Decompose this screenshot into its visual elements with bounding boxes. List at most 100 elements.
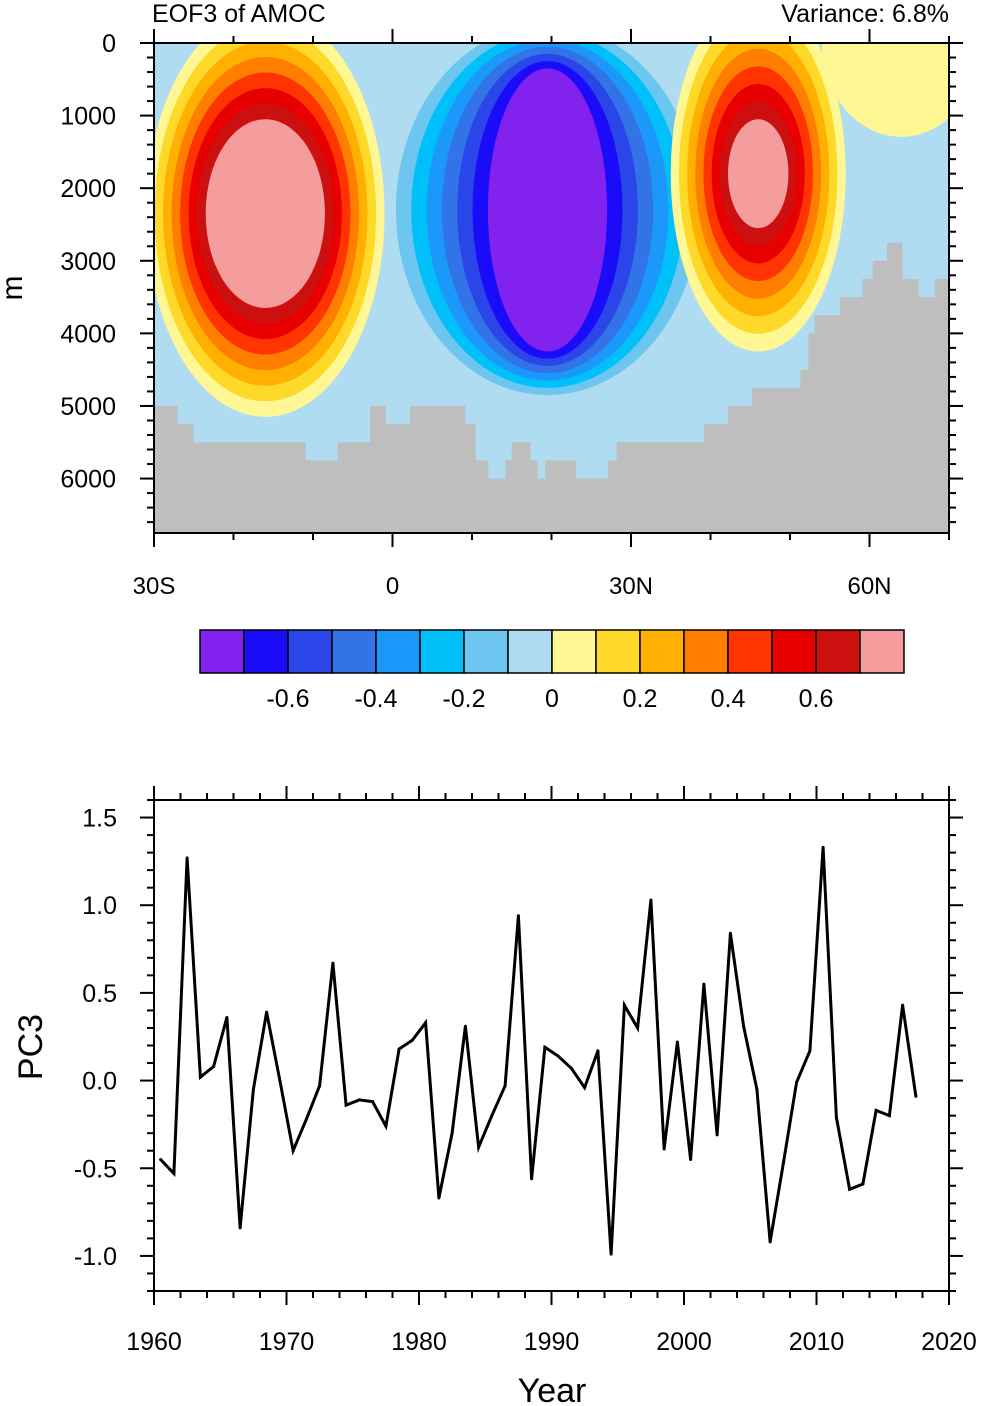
colorbar-swatch xyxy=(727,629,773,674)
data-point-1960 xyxy=(159,1157,163,1161)
y-tick-label: 4000 xyxy=(60,320,116,348)
colorbar-swatch xyxy=(331,629,377,674)
data-point-1969 xyxy=(278,1079,282,1083)
y-tick-label: -0.5 xyxy=(74,1155,117,1183)
x-tick-label: 1960 xyxy=(126,1328,182,1356)
data-point-1990 xyxy=(556,1054,560,1058)
data-point-1961 xyxy=(172,1172,176,1176)
southern-positive-cell-level-7 xyxy=(205,119,325,308)
data-point-1981 xyxy=(437,1196,441,1200)
data-point-1989 xyxy=(543,1045,547,1049)
data-point-1971 xyxy=(304,1117,308,1121)
data-point-1998 xyxy=(662,1147,666,1151)
colorbar-swatch xyxy=(595,629,641,674)
data-point-2011 xyxy=(834,1115,838,1119)
data-point-2000 xyxy=(689,1157,693,1161)
x-tick-label: 1970 xyxy=(259,1328,315,1356)
bathymetry-step xyxy=(616,442,705,533)
colorbar-swatch xyxy=(243,629,289,674)
data-point-1994 xyxy=(609,1252,613,1256)
colorbar-label: 0.4 xyxy=(711,685,746,713)
data-point-1980 xyxy=(424,1021,428,1025)
data-point-1977 xyxy=(384,1124,388,1128)
data-point-1988 xyxy=(530,1177,534,1181)
bathymetry-step xyxy=(607,460,618,533)
bathymetry-step xyxy=(902,278,919,533)
data-point-1970 xyxy=(291,1149,295,1153)
x-tick-label: 2020 xyxy=(921,1328,977,1356)
y-tick-label: 3000 xyxy=(60,248,116,276)
colorbar-swatch xyxy=(375,629,421,674)
colorbar-swatch xyxy=(815,629,861,674)
colorbar-swatch xyxy=(771,629,817,674)
x-tick-label: 2010 xyxy=(789,1328,845,1356)
bathymetry-step xyxy=(505,460,513,533)
x-axis-label: Year xyxy=(518,1372,587,1406)
data-point-1976 xyxy=(371,1100,375,1104)
data-point-1996 xyxy=(636,1026,640,1030)
data-point-1968 xyxy=(265,1010,269,1014)
bathymetry-step xyxy=(475,460,489,533)
bathymetry-step xyxy=(385,424,411,533)
data-point-2017 xyxy=(914,1094,918,1098)
x-tick-label: 60N xyxy=(847,573,891,600)
data-point-1983 xyxy=(463,1024,467,1028)
data-point-2006 xyxy=(768,1240,772,1244)
x-tick-label: 1980 xyxy=(391,1328,447,1356)
bathymetry-step xyxy=(727,405,753,533)
bathymetry-step xyxy=(840,297,863,533)
bathymetry-step xyxy=(575,478,609,533)
data-point-1987 xyxy=(516,914,520,918)
data-point-2015 xyxy=(887,1114,891,1118)
bathymetry-step xyxy=(487,478,506,533)
data-point-2016 xyxy=(901,1003,905,1007)
bathymetry-step xyxy=(305,460,339,533)
data-point-2002 xyxy=(715,1133,719,1137)
y-axis-label: m xyxy=(0,276,29,301)
x-tick-label: 30N xyxy=(609,573,653,600)
data-point-2012 xyxy=(848,1187,852,1191)
y-tick-label: 1.0 xyxy=(82,892,117,920)
bathymetry-step xyxy=(704,424,729,533)
x-tick-label: 0 xyxy=(386,573,399,600)
data-point-1979 xyxy=(410,1038,414,1042)
data-point-1993 xyxy=(596,1049,600,1053)
bathymetry-step xyxy=(814,315,841,533)
data-point-1966 xyxy=(238,1226,242,1230)
x-tick-label: 1990 xyxy=(524,1328,580,1356)
bathymetry-step xyxy=(537,478,546,533)
data-point-1978 xyxy=(397,1047,401,1051)
bathymetry-step xyxy=(800,369,809,533)
variance-label: Variance: 6.8% xyxy=(781,0,949,28)
data-point-2003 xyxy=(728,931,732,935)
bathymetry-step xyxy=(337,442,371,533)
data-point-2008 xyxy=(795,1080,799,1084)
data-point-2007 xyxy=(781,1161,785,1165)
data-point-2004 xyxy=(742,1024,746,1028)
x-tick-label: 30S xyxy=(133,573,176,600)
colorbar-swatch xyxy=(859,629,905,674)
bathymetry-step xyxy=(409,405,466,533)
colorbar-swatch xyxy=(463,629,509,674)
series-line-pc3 xyxy=(159,847,918,1255)
contour-level-patch xyxy=(821,43,949,137)
data-point-1962 xyxy=(185,856,189,860)
bathymetry-step xyxy=(370,405,386,533)
colorbar-label: 0.2 xyxy=(623,685,658,713)
data-point-1984 xyxy=(477,1145,481,1149)
colorbar-swatch xyxy=(551,629,597,674)
bathymetry-step xyxy=(808,333,816,533)
data-point-2014 xyxy=(874,1108,878,1112)
colorbar-swatch xyxy=(683,629,729,674)
bathymetry-step xyxy=(934,278,949,533)
bathymetry-step xyxy=(464,424,476,533)
data-point-1992 xyxy=(583,1086,587,1090)
y-tick-label: 6000 xyxy=(60,466,116,494)
colorbar-swatch xyxy=(639,629,685,674)
colorbar-swatch xyxy=(507,629,553,674)
colorbar-label: -0.4 xyxy=(354,685,397,713)
northern-positive-cell-level-7 xyxy=(727,119,789,229)
axis-ticks: 30S 0 30N 60N 0 1000 2000 3000 4000 5000 6000 xyxy=(60,29,963,600)
data-point-1986 xyxy=(503,1084,507,1088)
